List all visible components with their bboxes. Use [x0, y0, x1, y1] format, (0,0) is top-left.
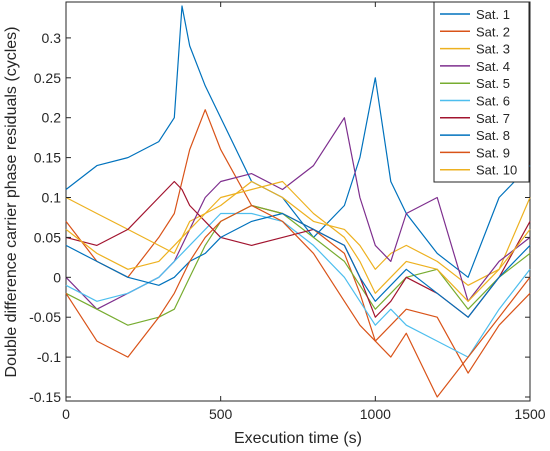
legend-label-5: Sat. 5	[476, 76, 510, 91]
y-tick-label: 0	[53, 269, 61, 285]
series-line-10	[65, 180, 531, 302]
x-axis-label: Execution time (s)	[234, 430, 362, 447]
y-tick-label: 0.2	[42, 110, 62, 126]
y-tick-label: 0.3	[42, 30, 62, 46]
legend-label-4: Sat. 4	[476, 59, 510, 74]
y-axis-label: Double difference carrier phase residual…	[3, 27, 20, 378]
series-layer	[65, 5, 531, 398]
legend: Sat. 1 Sat. 2 Sat. 3 Sat. 4 Sat. 5 Sat. 6 Sat.…	[433, 1, 530, 183]
x-tick-label: 0	[62, 406, 70, 422]
y-tick-label: 0.05	[34, 229, 61, 245]
legend-label-2: Sat. 2	[476, 24, 510, 39]
legend-label-6: Sat. 6	[476, 94, 510, 109]
y-tick-label: -0.1	[37, 349, 61, 365]
legend-label-3: Sat. 3	[476, 42, 510, 57]
series-line-7	[65, 180, 531, 318]
x-tick-label: 1000	[360, 406, 391, 422]
y-tick-label: 0.15	[34, 150, 61, 166]
x-tick-label: 500	[209, 406, 233, 422]
legend-label-1: Sat. 1	[476, 7, 510, 22]
legend-label-10: Sat. 10	[476, 163, 517, 178]
series-line-3	[65, 180, 531, 286]
series-line-9	[65, 204, 531, 398]
legend-label-8: Sat. 8	[476, 128, 510, 143]
ticks-layer: 0 500 1000 1500 -0.15 -0.1 -0.05 0 0.05 0.1 0.15 0.…	[29, 2, 546, 422]
y-tick-label: -0.15	[29, 389, 61, 405]
legend-label-9: Sat. 9	[476, 145, 510, 160]
x-tick-label: 1500	[514, 406, 545, 422]
y-tick-label: -0.05	[29, 309, 61, 325]
y-tick-label: 0.25	[34, 70, 61, 86]
legend-label-7: Sat. 7	[476, 111, 510, 126]
y-tick-label: 0.1	[42, 190, 62, 206]
series-line-8	[65, 212, 531, 318]
